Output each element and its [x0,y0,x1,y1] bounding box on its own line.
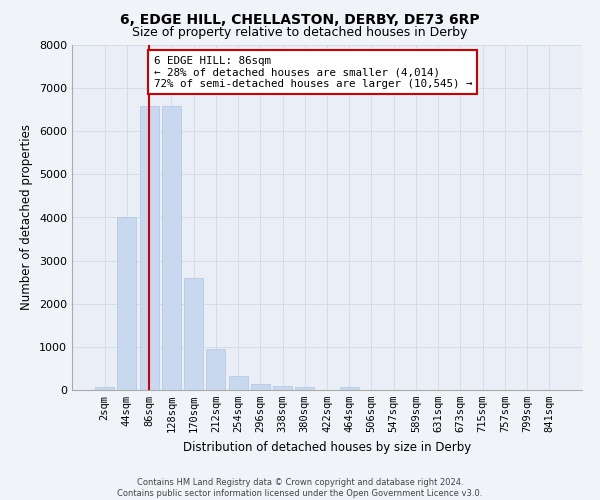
Bar [273,386,292,390]
Bar [118,218,136,390]
Bar [140,106,158,390]
Bar [229,376,248,390]
Bar [95,387,114,390]
Bar [206,349,225,390]
Bar [340,387,359,390]
Text: 6 EDGE HILL: 86sqm
← 28% of detached houses are smaller (4,014)
72% of semi-deta: 6 EDGE HILL: 86sqm ← 28% of detached hou… [154,56,472,89]
Text: 6, EDGE HILL, CHELLASTON, DERBY, DE73 6RP: 6, EDGE HILL, CHELLASTON, DERBY, DE73 6R… [120,12,480,26]
Bar [295,387,314,390]
X-axis label: Distribution of detached houses by size in Derby: Distribution of detached houses by size … [183,440,471,454]
Bar [251,384,270,390]
Text: Size of property relative to detached houses in Derby: Size of property relative to detached ho… [133,26,467,39]
Bar [162,106,181,390]
Y-axis label: Number of detached properties: Number of detached properties [20,124,34,310]
Bar [184,278,203,390]
Text: Contains HM Land Registry data © Crown copyright and database right 2024.
Contai: Contains HM Land Registry data © Crown c… [118,478,482,498]
